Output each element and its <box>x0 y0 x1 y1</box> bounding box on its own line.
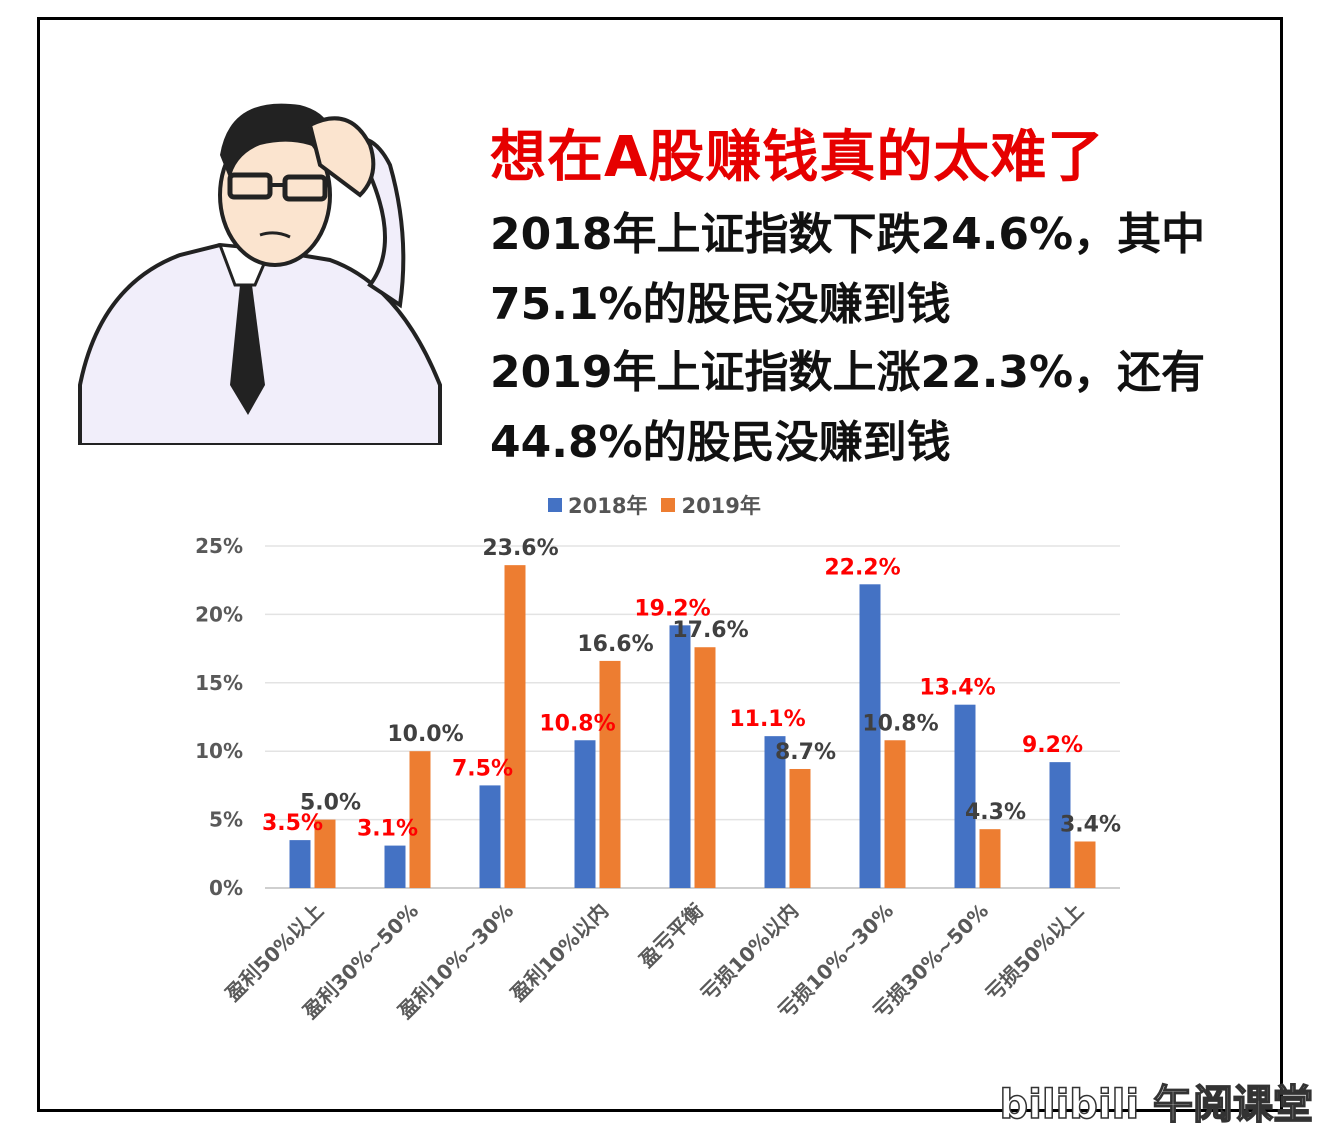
data-label-2018: 9.2% <box>1022 733 1083 758</box>
stressed-man-illustration <box>78 103 442 445</box>
bar-2019 <box>504 565 526 888</box>
bar-2018 <box>384 845 406 888</box>
data-label-2019: 10.8% <box>862 711 938 736</box>
y-tick-label: 25% <box>195 534 243 558</box>
data-label-2018: 3.5% <box>262 811 323 836</box>
bar-2019 <box>789 768 811 888</box>
legend-label-2018: 2018年 <box>568 494 648 518</box>
x-tick-label: 盈利10%以内 <box>505 899 613 1007</box>
outer-frame <box>37 17 1283 1112</box>
data-label-2019: 5.0% <box>300 791 361 816</box>
data-label-2018: 3.1% <box>357 817 418 842</box>
bar-2018 <box>1049 762 1071 888</box>
bar-2018 <box>859 584 881 888</box>
bar-2019 <box>979 829 1001 888</box>
x-tick-label: 盈利50%以上 <box>220 899 328 1007</box>
legend-item-2019: 2019年 <box>661 490 761 520</box>
legend-label-2019: 2019年 <box>681 494 761 518</box>
data-label-2019: 8.7% <box>775 740 836 765</box>
x-tick-label: 亏损10%以内 <box>696 899 803 1006</box>
bar-2018 <box>669 625 691 888</box>
legend-item-2018: 2018年 <box>548 490 647 520</box>
data-label-2019: 4.3% <box>965 800 1026 825</box>
legend-swatch-2018 <box>548 498 562 512</box>
bar-2018 <box>574 740 596 888</box>
y-tick-label: 10% <box>195 739 243 763</box>
y-tick-label: 5% <box>209 808 243 832</box>
data-label-2019: 3.4% <box>1060 812 1121 837</box>
data-label-2019: 16.6% <box>577 632 653 657</box>
y-tick-label: 15% <box>195 671 243 695</box>
y-tick-label: 0% <box>209 876 243 900</box>
bar-2019 <box>599 660 621 888</box>
bar-2019 <box>314 819 336 888</box>
subtitle-line-3: 2019年上证指数上涨22.3%，还有 <box>490 347 1206 398</box>
data-label-2019: 10.0% <box>387 722 463 747</box>
bar-2019 <box>884 740 906 888</box>
bar-2018 <box>289 840 311 888</box>
chart-legend: 2018年 2019年 <box>548 490 761 520</box>
bar-2018 <box>479 785 501 888</box>
x-tick-label: 盈亏平衡 <box>634 899 708 973</box>
data-label-2019: 23.6% <box>482 536 558 561</box>
data-label-2018: 19.2% <box>634 596 710 621</box>
watermark: bilibili 午阅课堂 <box>999 1081 1314 1129</box>
bar-2019 <box>694 647 716 888</box>
bar-2019 <box>409 751 431 888</box>
subtitle-line-2: 75.1%的股民没赚到钱 <box>490 279 951 330</box>
subtitle-line-4: 44.8%的股民没赚到钱 <box>490 417 951 468</box>
bar-2018 <box>954 704 976 888</box>
bar-2019 <box>1074 841 1096 888</box>
data-label-2018: 7.5% <box>452 756 513 781</box>
data-label-2018: 13.4% <box>919 676 995 701</box>
legend-swatch-2019 <box>661 498 676 512</box>
headline: 想在A股赚钱真的太难了 <box>490 125 1105 190</box>
data-label-2018: 11.1% <box>729 707 805 732</box>
bar-2018 <box>764 736 786 888</box>
y-tick-label: 20% <box>195 602 243 626</box>
data-label-2018: 10.8% <box>539 711 615 736</box>
subtitle-line-1: 2018年上证指数下跌24.6%，其中 <box>490 209 1206 260</box>
data-label-2019: 17.6% <box>672 618 748 643</box>
x-tick-label: 亏损50%以上 <box>981 899 1088 1006</box>
data-label-2018: 22.2% <box>824 555 900 580</box>
